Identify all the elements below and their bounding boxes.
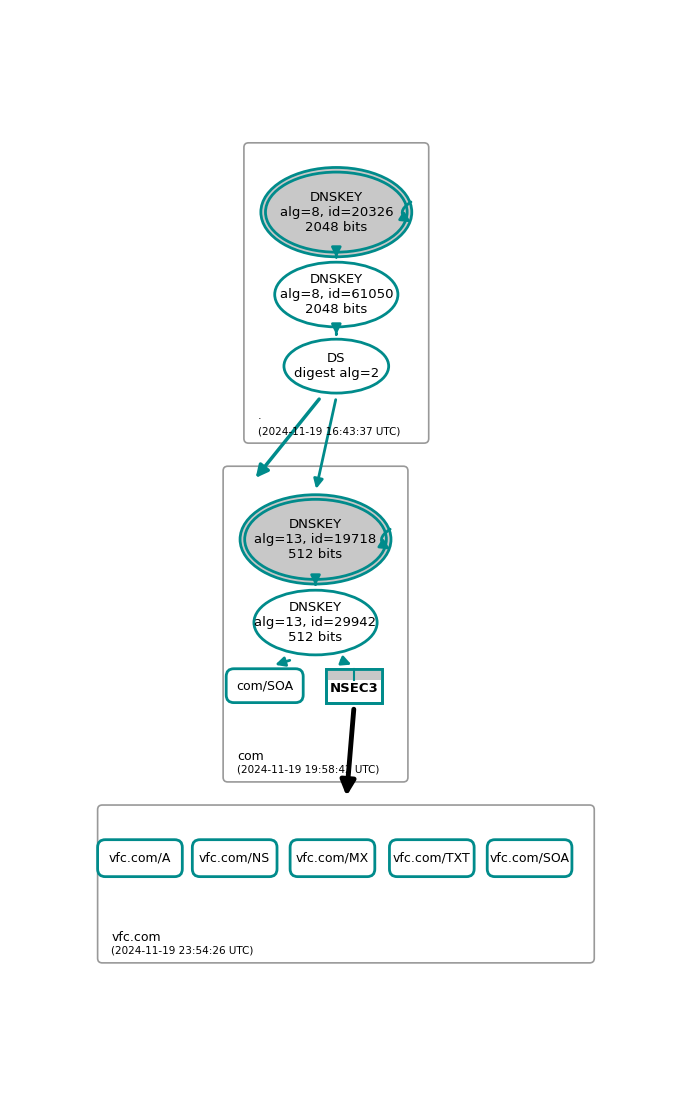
- Text: (2024-11-19 19:58:42 UTC): (2024-11-19 19:58:42 UTC): [237, 765, 379, 775]
- Ellipse shape: [244, 499, 386, 580]
- Ellipse shape: [275, 263, 398, 327]
- FancyBboxPatch shape: [192, 840, 277, 876]
- Text: vfc.com: vfc.com: [111, 931, 161, 943]
- Text: DNSKEY
alg=8, id=20326
2048 bits: DNSKEY alg=8, id=20326 2048 bits: [279, 190, 393, 234]
- Text: vfc.com/NS: vfc.com/NS: [199, 851, 270, 864]
- Ellipse shape: [254, 590, 377, 655]
- Ellipse shape: [284, 339, 389, 393]
- FancyBboxPatch shape: [389, 840, 474, 876]
- Text: NSEC3: NSEC3: [329, 683, 379, 696]
- Ellipse shape: [240, 494, 391, 584]
- Text: vfc.com/TXT: vfc.com/TXT: [393, 851, 470, 864]
- Text: com: com: [237, 749, 264, 763]
- Text: com/SOA: com/SOA: [236, 679, 293, 693]
- FancyBboxPatch shape: [487, 840, 572, 876]
- FancyBboxPatch shape: [244, 143, 429, 443]
- Text: DNSKEY
alg=13, id=19718
512 bits: DNSKEY alg=13, id=19718 512 bits: [254, 517, 377, 561]
- Text: DS
digest alg=2: DS digest alg=2: [294, 352, 379, 380]
- Text: (2024-11-19 16:43:37 UTC): (2024-11-19 16:43:37 UTC): [258, 427, 400, 437]
- Text: vfc.com/MX: vfc.com/MX: [296, 851, 369, 864]
- FancyBboxPatch shape: [223, 466, 408, 782]
- FancyBboxPatch shape: [226, 668, 303, 702]
- FancyBboxPatch shape: [98, 840, 182, 876]
- Bar: [326, 668, 382, 702]
- Text: .: .: [258, 410, 261, 421]
- Bar: [326, 668, 382, 702]
- Text: (2024-11-19 23:54:26 UTC): (2024-11-19 23:54:26 UTC): [111, 946, 254, 956]
- Bar: [326, 668, 382, 679]
- Text: vfc.com/SOA: vfc.com/SOA: [489, 851, 570, 864]
- Ellipse shape: [265, 172, 407, 253]
- Text: vfc.com/A: vfc.com/A: [109, 851, 171, 864]
- Ellipse shape: [261, 167, 412, 257]
- Text: DNSKEY
alg=8, id=61050
2048 bits: DNSKEY alg=8, id=61050 2048 bits: [279, 274, 393, 316]
- Text: DNSKEY
alg=13, id=29942
512 bits: DNSKEY alg=13, id=29942 512 bits: [254, 601, 377, 644]
- FancyBboxPatch shape: [98, 805, 594, 963]
- FancyBboxPatch shape: [290, 840, 375, 876]
